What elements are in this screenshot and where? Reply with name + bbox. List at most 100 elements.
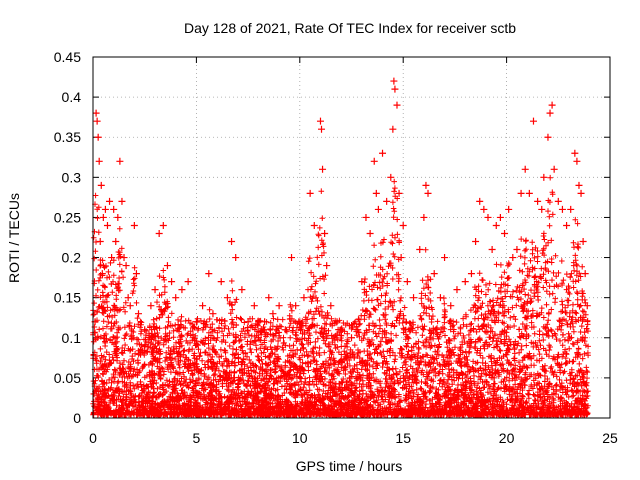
data-point-marker — [420, 213, 428, 221]
data-point-marker — [467, 270, 475, 278]
y-tick-label: 0.2 — [62, 250, 82, 266]
data-point-marker — [513, 246, 521, 254]
data-point-marker — [447, 302, 455, 310]
data-point-marker — [122, 262, 130, 270]
data-point-marker — [112, 238, 120, 246]
data-point-marker — [106, 197, 114, 205]
data-point-marker — [205, 270, 213, 278]
data-point-marker — [281, 326, 289, 334]
data-point-marker — [430, 270, 438, 278]
data-point-marker — [424, 189, 432, 197]
data-point-marker — [151, 286, 159, 294]
data-point-marker — [441, 254, 449, 262]
data-point-marker — [124, 294, 132, 302]
data-point-marker — [103, 221, 111, 229]
data-point-marker — [92, 109, 100, 117]
data-point-marker — [192, 318, 200, 326]
data-point-marker — [168, 278, 176, 286]
data-point-marker — [484, 213, 492, 221]
data-point-marker — [172, 294, 180, 302]
data-point-marker — [488, 246, 496, 254]
data-point-marker — [509, 254, 517, 262]
x-tick-label: 20 — [499, 430, 515, 446]
data-point-marker — [310, 221, 318, 229]
y-tick-label: 0.15 — [54, 290, 81, 306]
data-point-marker — [393, 101, 401, 109]
data-point-marker — [370, 157, 378, 165]
data-point-marker — [318, 125, 326, 133]
data-point-marker — [319, 165, 327, 173]
data-point-marker — [265, 294, 273, 302]
data-point-marker — [461, 278, 469, 286]
data-point-marker — [321, 229, 329, 237]
data-point-marker — [110, 205, 118, 213]
data-point-marker — [567, 205, 575, 213]
y-tick-label: 0.25 — [54, 209, 81, 225]
data-point-marker — [505, 205, 513, 213]
y-tick-label: 0.35 — [54, 129, 81, 145]
data-point-marker — [354, 326, 362, 334]
data-point-marker — [238, 286, 246, 294]
data-point-marker — [223, 294, 231, 302]
data-point-marker — [209, 310, 217, 318]
data-point-marker — [571, 149, 579, 157]
data-point-marker — [395, 189, 403, 197]
data-point-marker — [228, 238, 236, 246]
data-point-marker — [534, 197, 542, 205]
data-point-marker — [184, 278, 192, 286]
data-point-marker — [581, 270, 589, 278]
data-point-marker — [358, 278, 366, 286]
data-point-marker — [93, 117, 101, 125]
data-point-marker — [550, 165, 558, 173]
data-point-marker — [391, 85, 399, 93]
data-point-marker — [337, 326, 345, 334]
data-point-marker — [95, 157, 103, 165]
y-tick-label: 0.4 — [62, 89, 82, 105]
data-point-marker — [476, 197, 484, 205]
y-tick-label: 0.45 — [54, 49, 81, 65]
chart-title: Day 128 of 2021, Rate Of TEC Index for r… — [184, 20, 516, 36]
y-tick-label: 0.05 — [54, 370, 81, 386]
data-point-marker — [250, 302, 258, 310]
data-point-marker — [422, 181, 430, 189]
y-axis-label: ROTI / TECUs — [6, 193, 22, 283]
data-point-marker — [529, 117, 537, 125]
data-point-marker — [94, 133, 102, 141]
data-point-marker — [159, 221, 167, 229]
data-point-marker — [217, 278, 225, 286]
data-point-marker — [480, 205, 488, 213]
data-point-marker — [517, 189, 525, 197]
data-point-marker — [163, 262, 171, 270]
data-point-marker — [579, 238, 587, 246]
data-point-marker — [199, 302, 207, 310]
data-point-marker — [99, 213, 107, 221]
dense-point-cloud-path — [90, 174, 591, 418]
data-point-marker — [540, 173, 548, 181]
data-point-marker — [126, 302, 134, 310]
data-point-marker — [97, 181, 105, 189]
data-point-marker — [132, 270, 140, 278]
data-point-marker — [155, 229, 163, 237]
data-point-marker — [316, 117, 324, 125]
data-point-marker — [573, 157, 581, 165]
data-point-marker — [387, 173, 395, 181]
data-point-marker — [178, 286, 186, 294]
x-tick-label: 10 — [292, 430, 308, 446]
data-point-marker — [496, 213, 504, 221]
y-tick-label: 0 — [73, 410, 81, 426]
data-point-marker — [548, 101, 556, 109]
data-point-marker — [261, 318, 269, 326]
x-tick-label: 15 — [395, 430, 411, 446]
data-point-marker — [501, 229, 509, 237]
x-axis-label: GPS time / hours — [296, 458, 403, 474]
data-point-marker — [383, 197, 391, 205]
data-point-marker — [563, 221, 571, 229]
data-point-marker — [244, 318, 252, 326]
data-point-marker — [134, 310, 142, 318]
data-point-marker — [300, 294, 308, 302]
data-point-marker — [327, 302, 335, 310]
data-point-marker — [583, 302, 591, 310]
data-point-marker — [108, 254, 116, 262]
data-point-marker — [292, 302, 300, 310]
